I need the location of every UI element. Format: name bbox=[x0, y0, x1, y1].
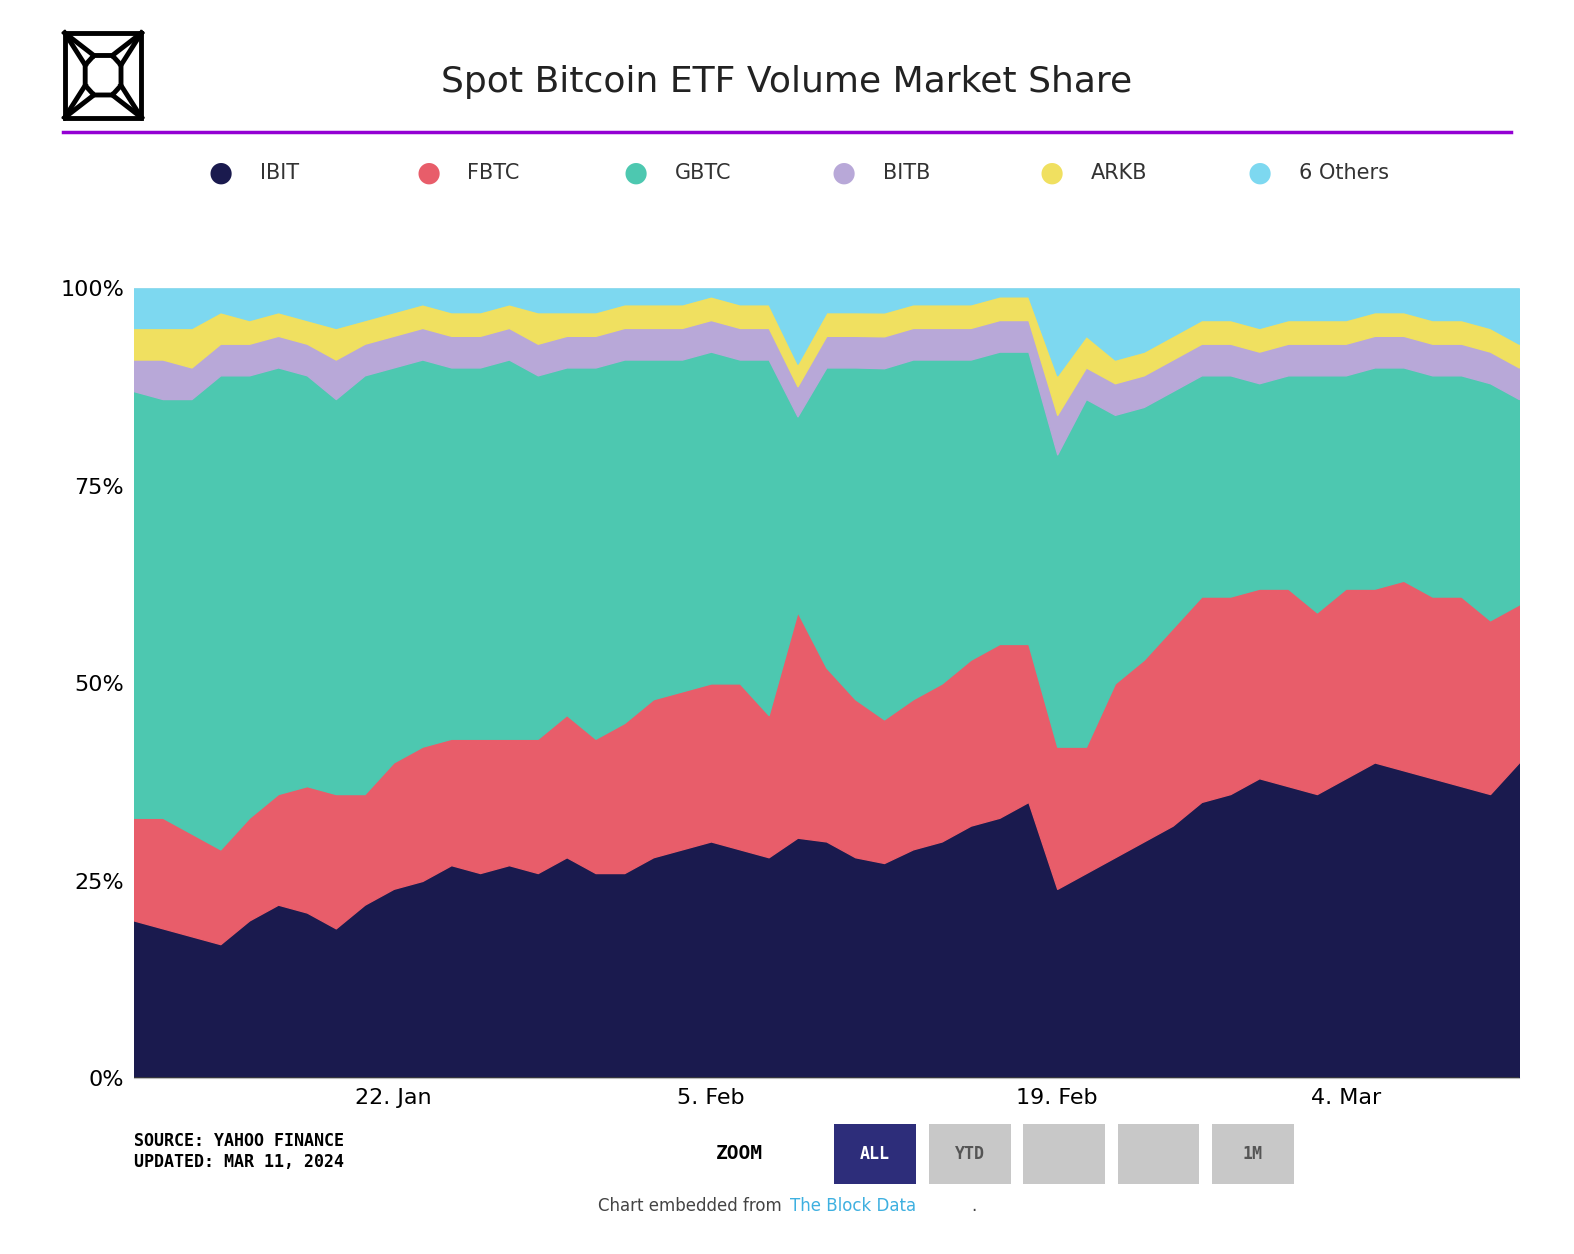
Text: IBIT: IBIT bbox=[260, 163, 299, 183]
Text: FBTC: FBTC bbox=[467, 163, 519, 183]
Text: ZOOM: ZOOM bbox=[716, 1144, 763, 1164]
Text: BITB: BITB bbox=[883, 163, 930, 183]
Text: The Block Data: The Block Data bbox=[790, 1198, 916, 1215]
Text: ●: ● bbox=[1039, 159, 1064, 187]
Text: Spot Bitcoin ETF Volume Market Share: Spot Bitcoin ETF Volume Market Share bbox=[441, 64, 1133, 99]
Text: ALL: ALL bbox=[859, 1145, 891, 1162]
Text: ●: ● bbox=[831, 159, 856, 187]
Text: ●: ● bbox=[416, 159, 441, 187]
Text: ●: ● bbox=[623, 159, 648, 187]
Text: ●: ● bbox=[208, 159, 233, 187]
Text: YTD: YTD bbox=[954, 1145, 985, 1162]
Text: Chart embedded from: Chart embedded from bbox=[598, 1198, 787, 1215]
Text: GBTC: GBTC bbox=[675, 163, 732, 183]
Text: ●: ● bbox=[1247, 159, 1272, 187]
Text: ARKB: ARKB bbox=[1091, 163, 1147, 183]
Text: .: . bbox=[971, 1198, 976, 1215]
Text: SOURCE: YAHOO FINANCE
UPDATED: MAR 11, 2024: SOURCE: YAHOO FINANCE UPDATED: MAR 11, 2… bbox=[134, 1132, 343, 1170]
Text: 1M: 1M bbox=[1243, 1145, 1262, 1162]
Text: 6 Others: 6 Others bbox=[1299, 163, 1388, 183]
